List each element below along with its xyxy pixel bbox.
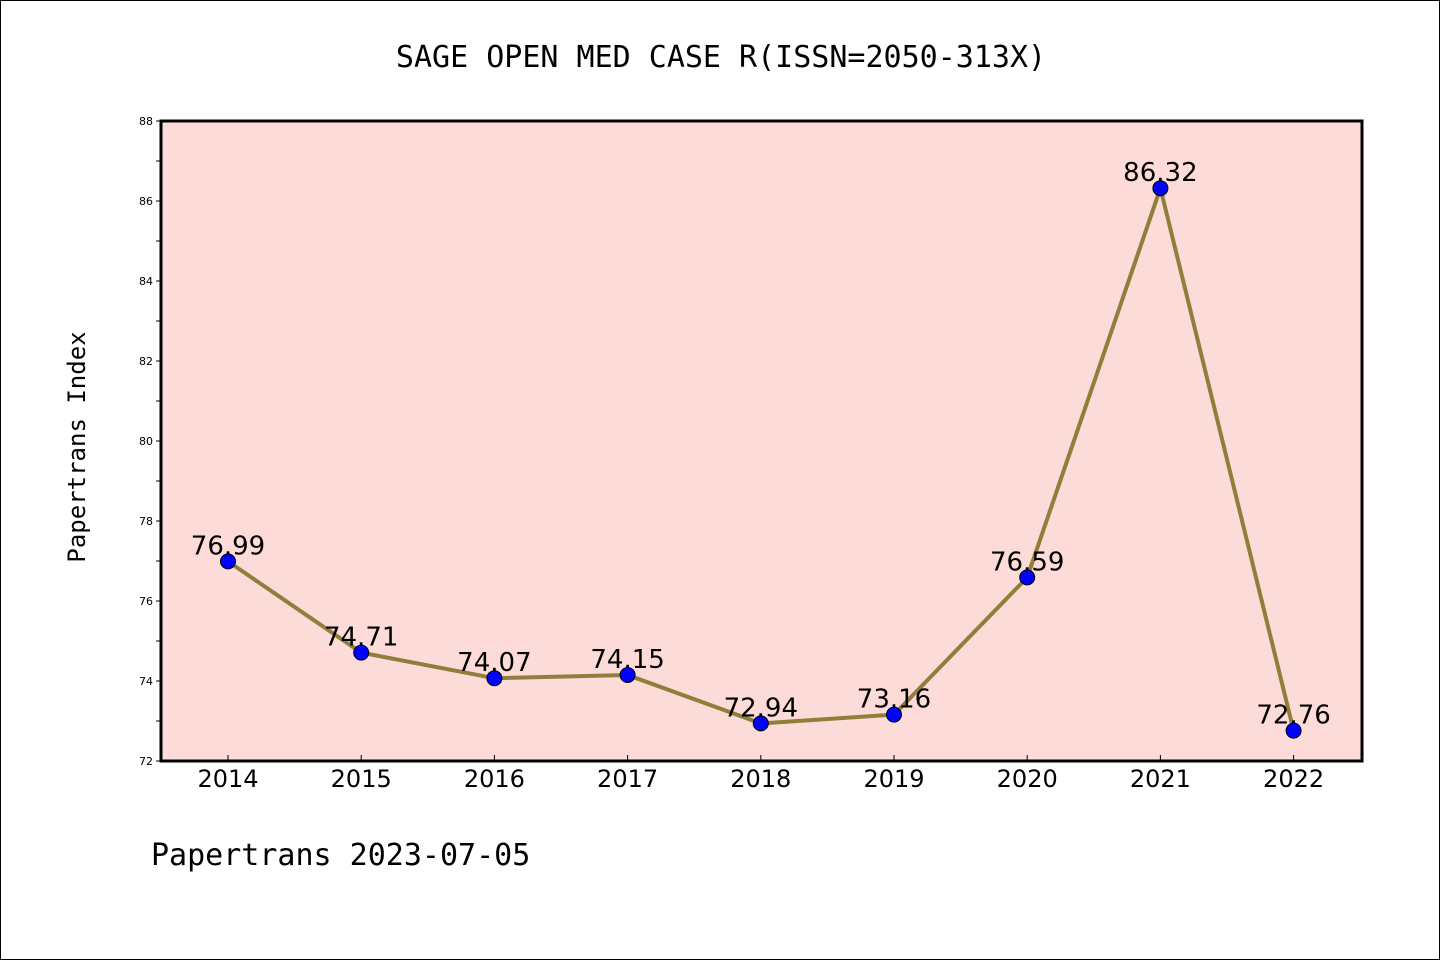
y-tick-label: 74 — [139, 675, 153, 688]
data-point — [886, 706, 902, 723]
y-tick-label: 86 — [139, 195, 153, 208]
x-tick-label: 2015 — [331, 765, 392, 793]
x-tick-label: 2022 — [1263, 765, 1324, 793]
footer-text: Papertrans 2023-07-05 — [151, 838, 530, 873]
data-label: 86.32 — [1123, 158, 1197, 188]
data-point — [486, 670, 503, 687]
data-point — [1285, 722, 1302, 739]
x-tick-label: 2020 — [997, 765, 1058, 793]
y-tick-label: 84 — [139, 275, 153, 288]
data-point — [353, 644, 370, 661]
data-point — [1019, 569, 1036, 586]
x-tick-label: 2016 — [464, 765, 525, 793]
data-label: 72.76 — [1256, 701, 1330, 731]
y-tick-label: 76 — [139, 595, 153, 608]
y-tick-label: 88 — [139, 115, 153, 128]
plot-area — [159, 119, 1364, 763]
chart-title: SAGE OPEN MED CASE R(ISSN=2050-313X) — [396, 40, 1046, 75]
x-tick-label: 2019 — [863, 765, 924, 793]
x-tick-label: 2018 — [730, 765, 791, 793]
y-tick-label: 72 — [139, 755, 153, 768]
y-tick-label: 80 — [139, 435, 153, 448]
y-tick-label: 78 — [139, 515, 153, 528]
data-label: 73.16 — [857, 685, 931, 715]
data-label: 76.99 — [191, 531, 265, 561]
data-label: 74.15 — [590, 645, 664, 675]
x-tick-label: 2021 — [1130, 765, 1191, 793]
data-label: 74.71 — [324, 623, 398, 653]
data-label: 74.07 — [457, 648, 531, 678]
x-tick-label: 2014 — [197, 765, 258, 793]
data-point — [619, 667, 636, 683]
data-labels: 76.99 74.71 74.07 74.15 72.94 73.16 76.59 86.32… — [191, 158, 1331, 730]
data-point — [220, 553, 236, 570]
data-points — [220, 180, 1302, 739]
x-tick-label: 2017 — [597, 765, 658, 793]
data-point — [752, 715, 769, 732]
data-label: 72.94 — [724, 693, 798, 723]
x-axis-ticks: 2014 2015 2016 2017 2018 2019 2020 2021 2022 — [197, 755, 1324, 793]
data-label: 76.59 — [990, 547, 1064, 577]
y-tick-label: 82 — [139, 355, 153, 368]
y-axis-ticks: 72 74 76 78 80 82 84 86 88 — [139, 115, 161, 768]
y-axis-label: Papertrans Index — [63, 331, 91, 562]
data-point — [1152, 180, 1169, 197]
